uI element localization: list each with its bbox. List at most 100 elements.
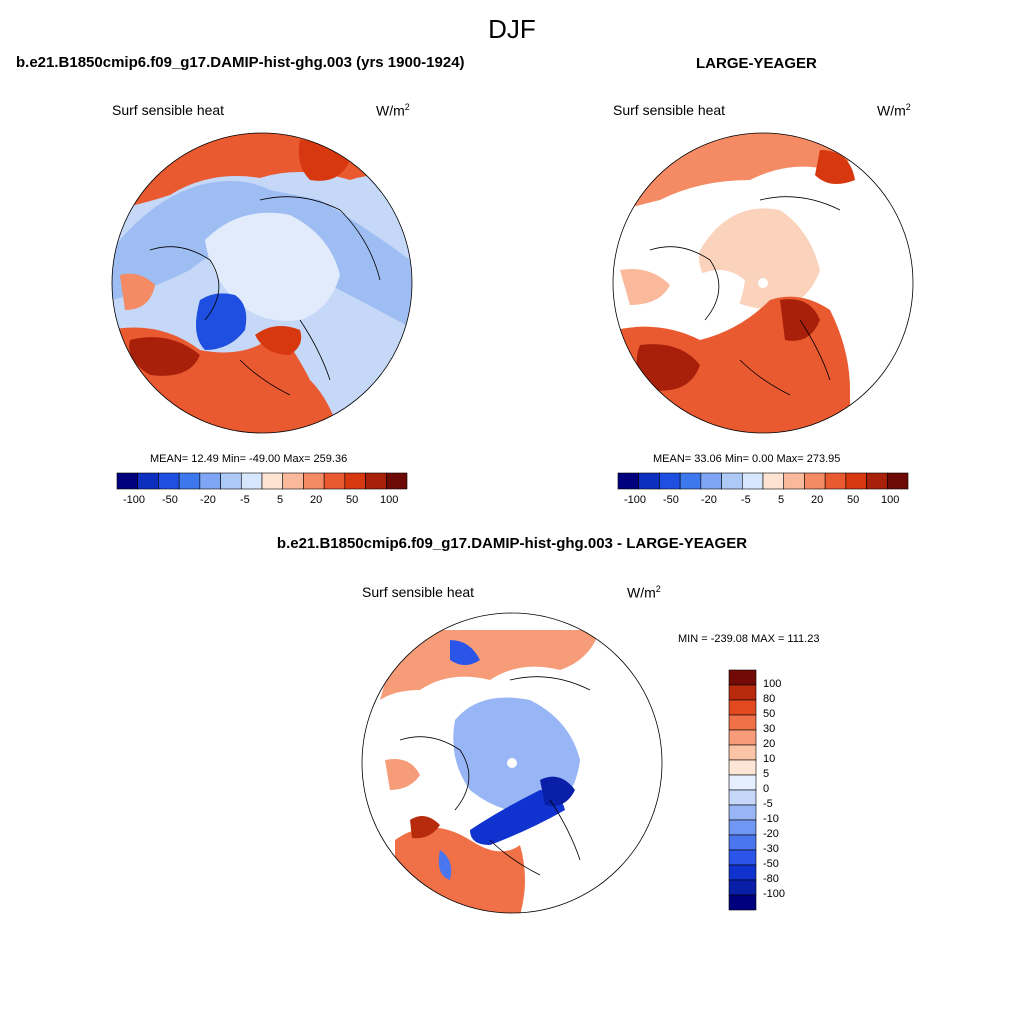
map2-atlantic-core <box>636 344 700 391</box>
cb1-tick: 50 <box>346 494 359 506</box>
colorbar-swatch <box>617 472 640 490</box>
panel3-map <box>362 613 662 913</box>
map1-nordic-warm <box>255 326 302 355</box>
map2-coastlines <box>649 196 841 396</box>
panel1-units-sup: 2 <box>404 102 410 112</box>
page-title: DJF <box>488 14 536 44</box>
colorbar-swatch <box>728 669 757 686</box>
cb1-tick: -20 <box>200 494 216 506</box>
colorbar-swatch <box>700 472 722 490</box>
map1-atlantic-core <box>129 337 200 376</box>
panel2-units-text: W/m <box>877 102 906 119</box>
cb1-tick: -50 <box>162 494 178 506</box>
colorbar-swatch <box>783 472 805 490</box>
map1-barents-negative <box>196 293 247 350</box>
map3-border <box>361 612 663 914</box>
cb3-tick: -30 <box>763 843 779 855</box>
cb1-tick: -100 <box>123 494 146 506</box>
map1-central-arctic <box>205 212 340 321</box>
colorbar-swatch <box>158 472 180 490</box>
cb1-tick: 20 <box>310 494 323 506</box>
cb3-tick: 80 <box>763 693 776 705</box>
map1-land-field <box>112 181 412 330</box>
map1-labrador-warm <box>120 273 155 310</box>
panel1-variable-label: Surf sensible heat <box>112 102 225 118</box>
panel1-units-text: W/m <box>376 102 405 119</box>
cb2-tick: 100 <box>881 494 900 506</box>
colorbar-swatch <box>137 472 159 490</box>
colorbar-swatch <box>728 714 757 731</box>
colorbar-swatch <box>762 472 785 490</box>
map2-pacific-core <box>815 150 855 184</box>
map2-labrador-warm <box>620 269 670 305</box>
map3-coastlines <box>399 676 591 876</box>
map2-border <box>612 132 914 434</box>
cb2-tick: 5 <box>778 494 785 506</box>
colorbar-swatch <box>728 879 757 896</box>
panel2-variable-label: Surf sensible heat <box>613 102 726 118</box>
cb3-tick: 10 <box>763 753 776 765</box>
colorbar-swatch <box>199 472 221 490</box>
colorbar-swatch <box>282 472 304 490</box>
cb2-tick: -50 <box>663 494 679 506</box>
colorbar-swatch <box>728 849 757 866</box>
colorbar-swatch <box>240 472 263 490</box>
colorbar-swatch <box>728 789 757 806</box>
cb3-tick: 30 <box>763 723 776 735</box>
colorbar-swatch <box>178 472 201 490</box>
colorbar-swatch <box>728 774 757 791</box>
panel1-colorbar <box>116 472 408 490</box>
colorbar-swatch <box>303 472 325 490</box>
cb3-tick: -20 <box>763 828 779 840</box>
cb3-tick: -80 <box>763 873 779 885</box>
panel3-title: b.e21.B1850cmip6.f09_g17.DAMIP-hist-ghg.… <box>276 535 748 552</box>
colorbar-swatch <box>728 804 757 821</box>
cb2-tick: -100 <box>624 494 647 506</box>
panel2-stats: MEAN= 33.06 Min= 0.00 Max= 273.95 <box>653 453 841 465</box>
cb2-tick: -5 <box>741 494 751 506</box>
colorbar-swatch <box>728 699 757 716</box>
panel2-units-sup: 2 <box>905 102 911 112</box>
colorbar-swatch <box>365 472 387 490</box>
map1-border <box>111 132 413 434</box>
map2-greenland <box>690 270 745 330</box>
colorbar-swatch <box>728 729 757 746</box>
map3-pacific-warm <box>380 630 600 700</box>
colorbar-swatch <box>116 472 139 490</box>
colorbar-swatch <box>728 819 757 836</box>
cb3-tick: -100 <box>763 888 786 900</box>
colorbar-swatch <box>804 472 826 490</box>
panel3-units-text: W/m <box>627 584 656 601</box>
panel1-title: b.e21.B1850cmip6.f09_g17.DAMIP-hist-ghg.… <box>16 54 465 71</box>
colorbar-swatch <box>728 744 757 761</box>
colorbar-swatch <box>261 472 284 490</box>
map3-ice-edge-negative <box>470 790 565 845</box>
colorbar-swatch <box>679 472 702 490</box>
cb3-tick: -50 <box>763 858 779 870</box>
map3-ice-edge-core <box>540 776 575 806</box>
colorbar-swatch <box>728 864 757 881</box>
panel3-units: W/m2 <box>627 584 661 601</box>
cb3-tick: -10 <box>763 813 779 825</box>
colorbar-swatch <box>741 472 764 490</box>
colorbar-swatch <box>824 472 847 490</box>
map3-labrador-warm <box>385 759 420 790</box>
panel2-units: W/m2 <box>877 102 911 119</box>
cb2-tick: 20 <box>811 494 824 506</box>
panel2-colorbar <box>617 472 909 490</box>
colorbar-swatch <box>845 472 867 490</box>
colorbar-swatch <box>728 834 757 851</box>
panel3-units-sup: 2 <box>655 584 661 594</box>
colorbar-swatch <box>659 472 681 490</box>
colorbar-swatch <box>721 472 743 490</box>
map3-pole-hole <box>507 758 517 768</box>
panel3-colorbar <box>728 669 757 911</box>
colorbar-swatch <box>220 472 242 490</box>
colorbar-swatch <box>638 472 660 490</box>
cb3-tick: 50 <box>763 708 776 720</box>
colorbar-swatch <box>728 894 757 911</box>
panel2-title: LARGE-YEAGER <box>696 55 817 72</box>
cb1-tick: 100 <box>380 494 399 506</box>
cb1-tick: 5 <box>277 494 284 506</box>
colorbar-swatch <box>886 472 909 490</box>
